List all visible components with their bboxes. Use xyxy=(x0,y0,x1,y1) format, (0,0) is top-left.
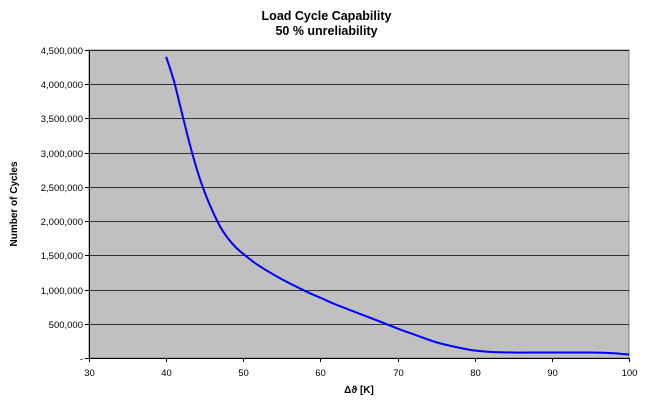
plot-area xyxy=(88,49,630,359)
y-tick-label: - xyxy=(80,354,83,365)
x-tick-label: 40 xyxy=(161,368,172,379)
x-tick-label: 60 xyxy=(315,368,326,379)
y-tick-label: 4,000,000 xyxy=(41,80,83,91)
x-tick-label: 50 xyxy=(238,368,249,379)
series-line xyxy=(165,56,630,356)
chart-subtitle: 50 % unreliability xyxy=(275,24,378,38)
chart-title: Load Cycle Capability xyxy=(261,9,392,23)
y-tick-label: 2,500,000 xyxy=(41,183,83,194)
y-tick-label: 3,500,000 xyxy=(41,114,83,125)
y-tick-label: 500,000 xyxy=(49,320,83,331)
x-tick-label: 70 xyxy=(393,368,404,379)
y-tick-label: 4,500,000 xyxy=(41,46,83,57)
y-tick-label: 1,500,000 xyxy=(41,251,83,262)
y-tick-label: 3,000,000 xyxy=(41,149,83,160)
y-axis-label: Number of Cycles xyxy=(9,161,20,246)
y-tick-label: 1,000,000 xyxy=(41,286,83,297)
x-axis-label: Δϑ [K] xyxy=(344,385,374,396)
x-tick-label: 90 xyxy=(547,368,558,379)
x-tick-label: 30 xyxy=(84,368,95,379)
x-tick-label: 80 xyxy=(470,368,481,379)
x-tick-label: 100 xyxy=(622,368,638,379)
y-tick-label: 2,000,000 xyxy=(41,217,83,228)
